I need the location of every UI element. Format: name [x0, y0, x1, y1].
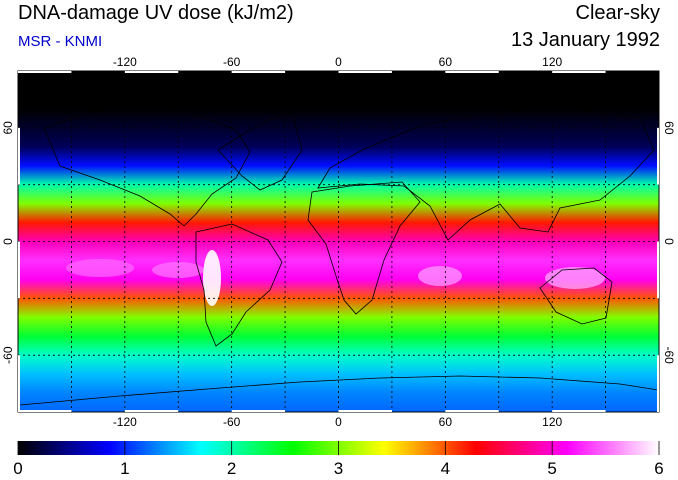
uv-hotspot: [203, 250, 221, 306]
graticule: [18, 71, 659, 412]
colorbar-label: 6: [654, 459, 663, 478]
colorbar-label: 3: [334, 459, 343, 478]
left-lat-label: -60: [1, 346, 15, 364]
uv-hotspot: [66, 259, 134, 277]
uv-hotspots: [66, 250, 605, 306]
coastline-antarctica: [19, 375, 659, 406]
sky-condition-label: Clear-sky: [575, 2, 660, 24]
colorbar-label: 2: [227, 459, 236, 478]
top-lon-label: 120: [542, 55, 562, 69]
bottom-lon-label: 0: [335, 415, 342, 429]
edge-tick-bar: [18, 355, 20, 412]
page-title: DNA-damage UV dose (kJ/m2): [18, 2, 294, 24]
colorbar-label: 1: [120, 459, 129, 478]
edge-tick-bar: [657, 127, 659, 185]
coastline-eurasia: [317, 107, 655, 241]
coastline-south-america: [195, 223, 283, 347]
left-lat-label: 0: [1, 238, 15, 245]
edge-tick-bar: [124, 71, 179, 73]
left-lat-label: 60: [1, 121, 15, 135]
top-lon-label: -120: [113, 55, 137, 69]
edge-tick-bar: [18, 241, 20, 299]
right-lat-label: -60: [662, 346, 676, 364]
colorbar-ticks: [17, 441, 660, 455]
uv-hotspot: [418, 266, 462, 286]
coastline-africa: [307, 181, 421, 315]
right-lat-label: 60: [662, 121, 676, 135]
edge-tick-bar: [445, 71, 499, 73]
edge-tick-bar: [124, 410, 179, 412]
edge-tick-bar: [552, 410, 606, 412]
top-longitude-labels: -120 -60 0 60 120: [113, 55, 563, 69]
bottom-lon-label: -60: [223, 415, 241, 429]
colorbar-label: 0: [13, 459, 22, 478]
uv-hotspot: [545, 267, 605, 289]
coastline-north-america: [43, 105, 251, 227]
edge-tick-bar: [338, 410, 392, 412]
edge-tick-bar: [445, 410, 499, 412]
edge-tick-bar: [231, 410, 286, 412]
coastlines: [19, 105, 659, 406]
edge-tick-bar: [18, 71, 72, 73]
right-lat-label: 0: [662, 238, 676, 245]
edge-tick-bar: [18, 410, 72, 412]
map-edge-ticks: [18, 71, 659, 412]
colorbar-labels: 0 1 2 3 4 5 6: [13, 459, 663, 478]
edge-tick-bar: [338, 71, 392, 73]
bottom-lon-label: -120: [113, 415, 137, 429]
left-latitude-labels: 60 0 -60: [1, 121, 15, 364]
colorbar-label: 5: [547, 459, 556, 478]
bottom-lon-label: 60: [439, 415, 453, 429]
edge-tick-bar: [657, 241, 659, 299]
uv-hotspot: [152, 262, 204, 278]
edge-tick-bar: [657, 355, 659, 412]
source-label: MSR - KNMI: [18, 33, 103, 50]
date-label: 13 January 1992: [510, 29, 660, 51]
coastline-australia: [539, 267, 613, 325]
coastline-greenland: [217, 111, 303, 191]
edge-tick-bar: [231, 71, 286, 73]
edge-tick-bar: [18, 127, 20, 185]
colorbar-label: 4: [441, 459, 450, 478]
top-lon-label: -60: [223, 55, 241, 69]
top-lon-label: 60: [439, 55, 453, 69]
bottom-longitude-labels: -120 -60 0 60 120: [113, 415, 563, 429]
top-lon-label: 0: [335, 55, 342, 69]
right-latitude-labels: 60 0 -60: [662, 121, 676, 364]
bottom-lon-label: 120: [542, 415, 562, 429]
edge-tick-bar: [552, 71, 606, 73]
